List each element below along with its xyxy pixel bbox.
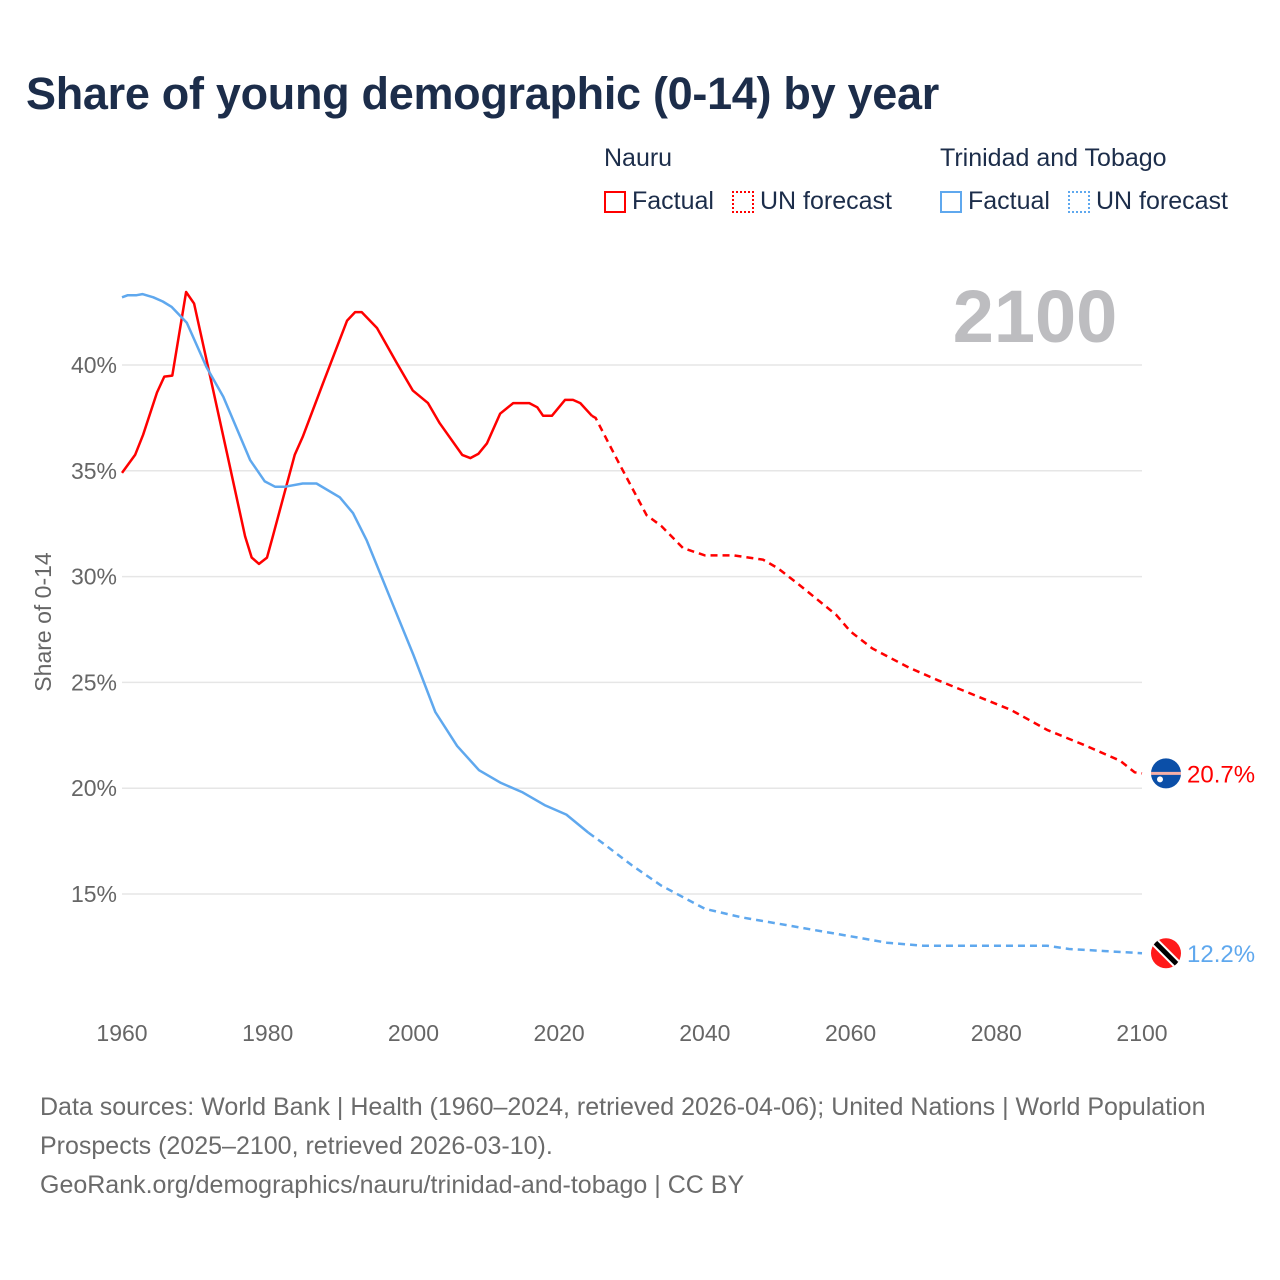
x-tick-label: 2080 [971,1020,1022,1046]
x-tick-label: 2100 [1116,1020,1167,1046]
y-tick-label: 15% [71,881,117,907]
trinidad-and-tobago-flag-icon [1151,938,1181,969]
flag-stripe [1151,771,1181,775]
x-tick-label: 2060 [825,1020,876,1046]
legend-label: Factual [632,187,714,215]
nauru-factual-line [120,290,593,566]
legend-item-tt-factual[interactable]: Factual [940,187,1050,216]
solid-swatch-icon [940,190,962,213]
dotted-swatch-icon [731,190,754,213]
legend-label: UN forecast [759,187,892,215]
trinidad-and-tobago-factual-line [121,292,590,834]
solid-swatch-icon [604,190,626,213]
legend-item-nauru-forecast[interactable]: UN forecast [731,187,892,216]
footer: Data sources: World Bank | Health (1960–… [40,1088,1240,1205]
legend-trinidad: Trinidad and Tobago Factual UN forecast [940,144,1228,216]
legend-label: UN forecast [1095,187,1228,215]
data-sources: Data sources: World Bank | Health (1960–… [40,1093,1206,1160]
nauru-forecast-line [591,414,1143,775]
dotted-swatch-icon [1067,190,1090,213]
nauru-flag-icon [1151,758,1181,789]
y-axis-label: Share of 0-14 [30,552,56,692]
x-tick-label: 1980 [242,1020,293,1046]
legend-nauru: Nauru Factual UN forecast [604,144,892,216]
year-display: 2100 [953,275,1118,358]
legend-item-nauru-factual[interactable]: Factual [604,187,714,216]
y-tick-label: 40% [71,352,117,378]
y-tick-label: 30% [71,564,117,590]
end-value-label: 20.7% [1187,761,1255,788]
legend-group-label: Trinidad and Tobago [940,144,1167,172]
chart-title: Share of young demographic (0-14) by yea… [26,68,939,119]
trinidad-and-tobago-forecast-line [587,831,1143,955]
y-tick-label: 25% [71,669,117,695]
x-tick-label: 2040 [679,1020,730,1046]
x-tick-label: 1960 [96,1020,147,1046]
legend-label: Factual [968,187,1050,215]
end-value-label: 12.2% [1187,941,1255,968]
credit-link[interactable]: GeoRank.org/demographics/nauru/trinidad-… [40,1171,745,1199]
y-tick-label: 35% [71,458,117,484]
line-chart: 2100 Share of 0-14 40% 35% 30% 25% 20% 15% 196… [30,275,1255,1046]
x-tick-label: 2020 [534,1020,585,1046]
legend-item-tt-forecast[interactable]: UN forecast [1067,187,1228,216]
y-tick-label: 20% [71,775,117,801]
flag-star [1157,776,1163,783]
legend-group-label: Nauru [604,144,673,172]
x-tick-label: 2000 [388,1020,439,1046]
